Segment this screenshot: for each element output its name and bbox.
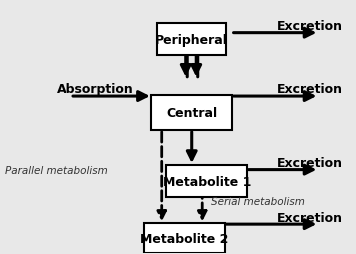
FancyBboxPatch shape xyxy=(166,166,247,197)
Text: Serial metabolism: Serial metabolism xyxy=(211,197,305,207)
Text: Metabolite 2: Metabolite 2 xyxy=(140,232,229,245)
Text: Absorption: Absorption xyxy=(57,83,134,96)
Text: Central: Central xyxy=(166,107,217,120)
Text: Excretion: Excretion xyxy=(277,156,343,169)
Text: Peripheral: Peripheral xyxy=(155,33,228,46)
Text: Excretion: Excretion xyxy=(277,20,343,33)
FancyBboxPatch shape xyxy=(151,96,232,131)
Text: Parallel metabolism: Parallel metabolism xyxy=(5,165,108,175)
Text: Metabolite 1: Metabolite 1 xyxy=(163,175,251,188)
FancyBboxPatch shape xyxy=(144,223,225,253)
Text: Excretion: Excretion xyxy=(277,211,343,224)
FancyBboxPatch shape xyxy=(157,24,226,56)
Text: Excretion: Excretion xyxy=(277,83,343,96)
